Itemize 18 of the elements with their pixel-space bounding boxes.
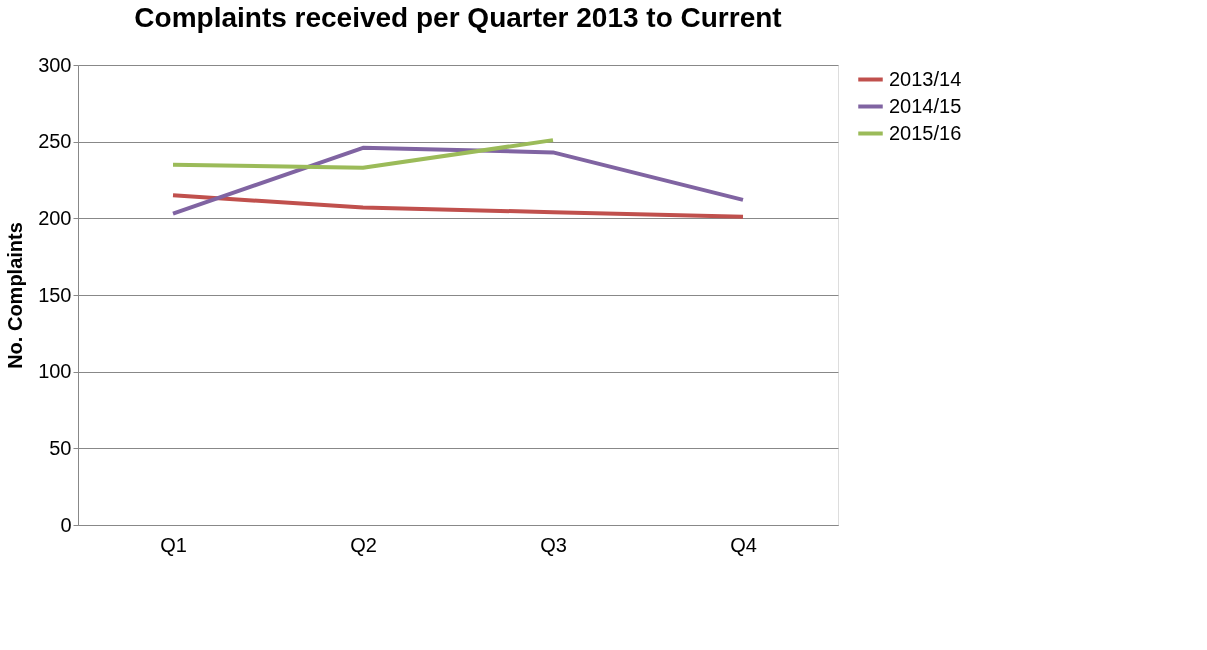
y-tick-label: 50 bbox=[49, 436, 72, 459]
y-tick-label: 200 bbox=[38, 206, 72, 229]
y-tick-label: 300 bbox=[38, 53, 72, 76]
legend-label: 2014/15 bbox=[889, 94, 962, 117]
y-tick-label: 0 bbox=[60, 513, 72, 536]
x-tick-label: Q3 bbox=[540, 533, 567, 556]
legend-label: 2013/14 bbox=[889, 67, 962, 90]
y-tick-label: 250 bbox=[38, 130, 72, 153]
y-tick-label: 100 bbox=[38, 360, 72, 383]
line-series bbox=[171, 193, 745, 219]
x-tick-label: Q4 bbox=[730, 533, 757, 556]
x-tick-label: Q2 bbox=[350, 533, 377, 556]
x-tick-label: Q1 bbox=[160, 533, 187, 556]
y-tick-label: 150 bbox=[38, 283, 72, 306]
legend-label: 2015/16 bbox=[889, 121, 962, 144]
chart-title: Complaints received per Quarter 2013 to Current bbox=[134, 2, 782, 33]
y-axis-title: No. Complaints bbox=[4, 222, 27, 369]
line-series bbox=[171, 145, 745, 216]
